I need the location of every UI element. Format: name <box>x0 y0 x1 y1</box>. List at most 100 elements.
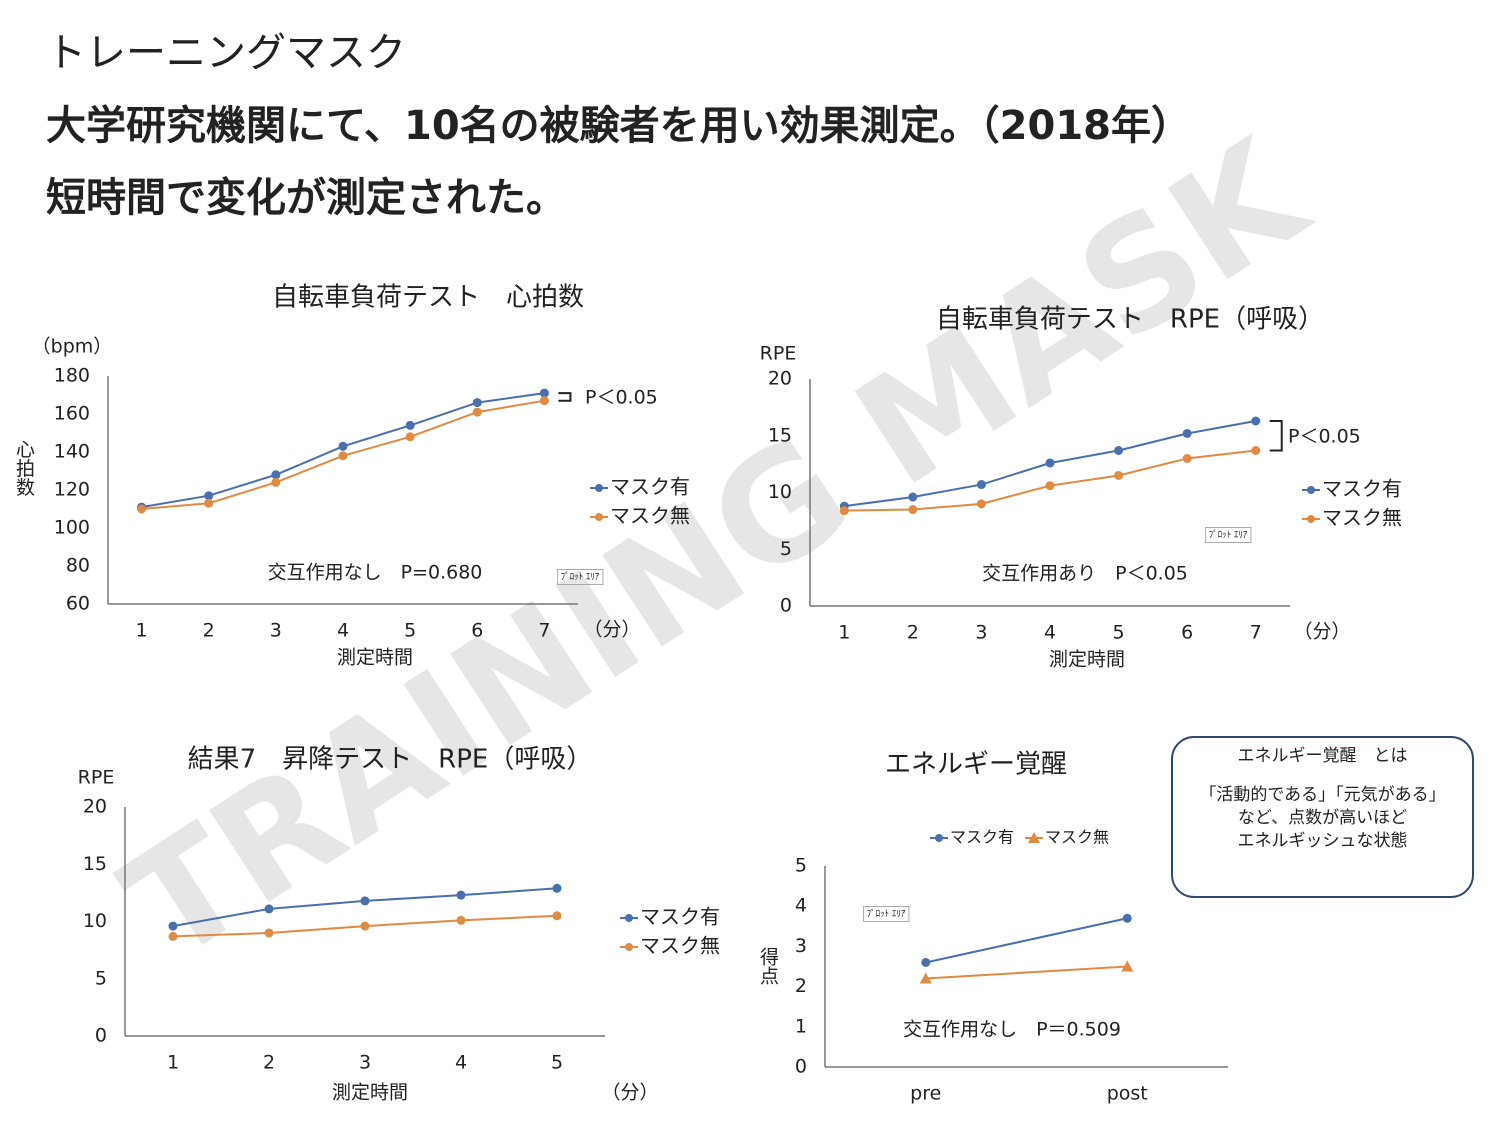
data-point <box>921 957 931 967</box>
data-point <box>271 477 281 487</box>
legend-label: マスク無 <box>1045 828 1109 847</box>
x-tick-label: 1 <box>136 620 148 642</box>
legend-marker <box>1028 832 1040 843</box>
y-tick-label: 20 <box>83 796 107 818</box>
data-point <box>456 915 466 925</box>
x-unit: （分） <box>583 619 640 641</box>
y-axis-label: RPE <box>760 343 797 365</box>
data-point <box>137 504 147 514</box>
data-point <box>360 896 370 906</box>
y-tick-label: 15 <box>83 853 107 875</box>
data-point <box>908 492 918 502</box>
plot-area-label: ﾌﾟﾛｯﾄ ｴﾘｱ <box>1209 530 1248 541</box>
y-tick-label: 100 <box>54 517 90 539</box>
data-point <box>338 451 348 461</box>
y-tick-label: 15 <box>768 424 792 446</box>
data-point <box>1251 416 1261 426</box>
data-point <box>539 388 549 398</box>
x-tick-label: pre <box>910 1083 941 1105</box>
y-tick-label: 4 <box>795 895 807 917</box>
note-line: エネルギッシュな状態 <box>1237 831 1408 851</box>
bracket <box>1269 419 1283 452</box>
y-tick-label: 2 <box>795 975 807 997</box>
y-tick-label: 60 <box>66 593 90 615</box>
legend-marker <box>1307 515 1315 523</box>
y-tick-label: 10 <box>83 910 107 932</box>
note-line: 「活動的である」「元気がある」 <box>1199 785 1446 805</box>
y-tick-label: 140 <box>54 441 90 463</box>
data-point <box>264 928 274 938</box>
data-point <box>204 491 214 501</box>
legend-marker <box>625 943 633 951</box>
legend-marker <box>625 914 633 922</box>
annotation: P＜0.05 <box>1288 426 1361 448</box>
subtitle: 短時間で変化が測定された。 <box>46 175 566 221</box>
data-point <box>168 931 178 941</box>
x-tick-label: 4 <box>1044 622 1056 644</box>
y-tick-label: 20 <box>768 368 792 390</box>
x-tick-label: 3 <box>270 620 282 642</box>
y-tick-label: 0 <box>780 595 792 617</box>
legend-label: マスク無 <box>640 934 720 958</box>
x-tick-label: 2 <box>263 1052 275 1074</box>
y-tick-label: 5 <box>95 967 107 989</box>
plot-area-label: ﾌﾟﾛｯﾄ ｴﾘｱ <box>867 909 906 920</box>
data-point <box>839 506 849 516</box>
data-point <box>360 921 370 931</box>
subtitle: 大学研究機関にて、10名の被験者を用い効果測定。（2018年） <box>46 103 1191 149</box>
legend-label: マスク無 <box>1322 506 1402 530</box>
legend-marker <box>595 513 603 521</box>
note: エネルギー覚醒 とは「活動的である」「元気がある」など、点数が高いほどエネルギッ… <box>1199 746 1446 851</box>
y-axis-label: RPE <box>78 767 115 789</box>
watermark: TRAINING MASK <box>96 105 1337 995</box>
data-point <box>539 396 549 406</box>
data-point <box>919 972 932 984</box>
x-tick-label: 7 <box>1250 622 1262 644</box>
y-tick-label: 0 <box>795 1056 807 1078</box>
y-tick-label: 120 <box>54 479 90 501</box>
data-point <box>552 911 562 921</box>
data-point <box>456 890 466 900</box>
legend-marker <box>595 484 603 492</box>
x-tick-label: 6 <box>1181 622 1193 644</box>
plot-area-label: ﾌﾟﾛｯﾄ ｴﾘｱ <box>561 572 600 583</box>
y-tick-label: 3 <box>795 935 807 957</box>
data-point <box>204 498 214 508</box>
legend-marker <box>935 834 943 842</box>
series-line <box>925 965 1128 980</box>
series-line <box>925 917 1128 964</box>
x-axis-label: 測定時間 <box>332 1082 408 1104</box>
x-axis-label: 測定時間 <box>1049 649 1125 671</box>
annotation: 交互作用あり P＜0.05 <box>982 563 1188 585</box>
data-point <box>1045 458 1055 468</box>
data-point <box>1182 428 1192 438</box>
x-tick-label: 5 <box>551 1052 563 1074</box>
y-tick-label: 5 <box>795 855 807 877</box>
legend-label: マスク無 <box>610 504 690 528</box>
data-point <box>1121 960 1134 972</box>
x-tick-label: post <box>1107 1083 1148 1105</box>
data-point <box>405 420 415 430</box>
annotation: 交互作用なし P=0.680 <box>268 562 483 584</box>
y-tick-label: 0 <box>95 1025 107 1047</box>
legend-label: マスク有 <box>610 475 690 499</box>
data-point <box>271 470 281 480</box>
legend-label: マスク有 <box>640 905 720 929</box>
data-point <box>1251 446 1261 456</box>
plot-area-box <box>557 569 604 585</box>
y-tick-label: 5 <box>780 538 792 560</box>
data-point <box>168 921 178 931</box>
x-axis-label: 測定時間 <box>337 647 413 669</box>
data-point <box>472 407 482 417</box>
x-tick-label: 5 <box>1113 622 1125 644</box>
data-point <box>552 883 562 893</box>
chart-title: 自転車負荷テスト 心拍数 <box>272 283 584 313</box>
x-unit: （分） <box>601 1082 658 1104</box>
x-tick-label: 3 <box>359 1052 371 1074</box>
legend-label: マスク有 <box>1322 477 1402 501</box>
bracket <box>558 392 572 402</box>
y-tick-label: 80 <box>66 555 90 577</box>
y-axis-label: 得点 <box>757 947 779 985</box>
x-tick-label: 2 <box>203 620 215 642</box>
